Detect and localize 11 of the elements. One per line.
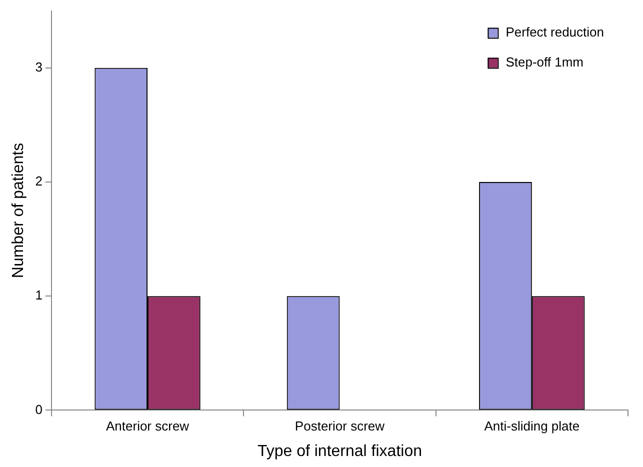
- x-tick-label: Anterior screw: [106, 418, 190, 434]
- x-axis-title: Type of internal fixation: [257, 442, 422, 460]
- y-tick-label: 2: [35, 174, 42, 189]
- y-axis-title: Number of patients: [10, 142, 28, 278]
- legend-label: Step-off 1mm: [506, 54, 584, 70]
- y-tick-label: 0: [35, 402, 42, 417]
- legend-label: Perfect reduction: [506, 24, 604, 40]
- x-tick-label: Posterior screw: [294, 418, 386, 434]
- y-tick-label: 3: [35, 59, 42, 74]
- y-tick-label: 1: [35, 288, 42, 303]
- x-tick-label: Anti-sliding plate: [484, 418, 580, 434]
